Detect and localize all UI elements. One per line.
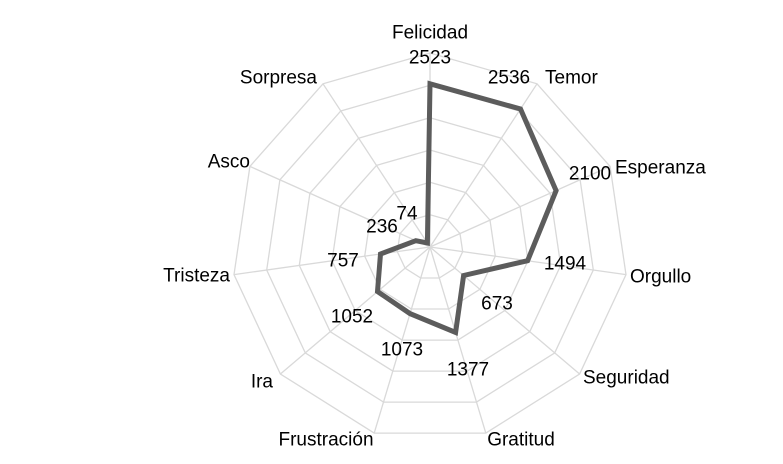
value-label-orgullo: 1494 bbox=[544, 254, 587, 275]
radar-gridline-ring-2 bbox=[364, 181, 496, 310]
value-label-asco: 236 bbox=[366, 217, 398, 238]
radar-spoke-tristeza bbox=[233, 246, 431, 276]
category-label-seguridad: Seguridad bbox=[583, 368, 670, 389]
radar-spoke-asco bbox=[249, 165, 431, 248]
radar-spoke-esperanza bbox=[429, 165, 611, 248]
data-series-line bbox=[374, 80, 559, 336]
radar-gridline-ring-3 bbox=[331, 149, 529, 341]
radar-spoke-ira bbox=[279, 246, 431, 375]
value-label-ira: 1052 bbox=[331, 307, 373, 328]
radar-spoke-gratitud bbox=[429, 246, 487, 434]
category-label-asco: Asco bbox=[208, 152, 250, 173]
value-label-esperanza: 2100 bbox=[569, 164, 611, 185]
category-label-temor: Temor bbox=[545, 68, 598, 89]
radar-gridline-ring-5 bbox=[266, 84, 594, 403]
value-label-tristeza: 757 bbox=[327, 251, 359, 272]
value-label-seguridad: 673 bbox=[481, 294, 513, 315]
radar-gridline-ring-1 bbox=[396, 214, 464, 279]
radar-spoke-seguridad bbox=[429, 246, 581, 375]
category-label-gratitud: Gratitud bbox=[487, 430, 555, 451]
category-label-esperanza: Esperanza bbox=[615, 158, 706, 179]
category-label-orgullo: Orgullo bbox=[630, 267, 691, 288]
radar-spoke-sorpresa bbox=[322, 83, 431, 248]
value-label-gratitud: 1377 bbox=[447, 360, 489, 381]
value-label-frustracion: 1073 bbox=[381, 340, 423, 361]
radar-gridline-ring-4 bbox=[298, 117, 562, 372]
radar-chart-canvas: Felicidad Temor Esperanza Orgullo Seguridad G… bbox=[163, 23, 706, 451]
value-label-temor: 2536 bbox=[488, 68, 530, 89]
radar-gridline-ring-6 bbox=[233, 52, 627, 434]
category-label-felicidad: Felicidad bbox=[392, 23, 468, 44]
value-label-felicidad: 2523 bbox=[409, 48, 451, 69]
category-label-frustracion: Frustración bbox=[278, 430, 373, 451]
radar-spoke-frustracion bbox=[373, 246, 431, 434]
category-label-tristeza: Tristeza bbox=[163, 266, 230, 287]
radar-chart: Felicidad Temor Esperanza Orgullo Seguridad G… bbox=[40, 16, 783, 464]
category-label-sorpresa: Sorpresa bbox=[240, 68, 318, 89]
value-label-sorpresa: 74 bbox=[396, 204, 418, 225]
category-label-ira: Ira bbox=[251, 372, 274, 393]
